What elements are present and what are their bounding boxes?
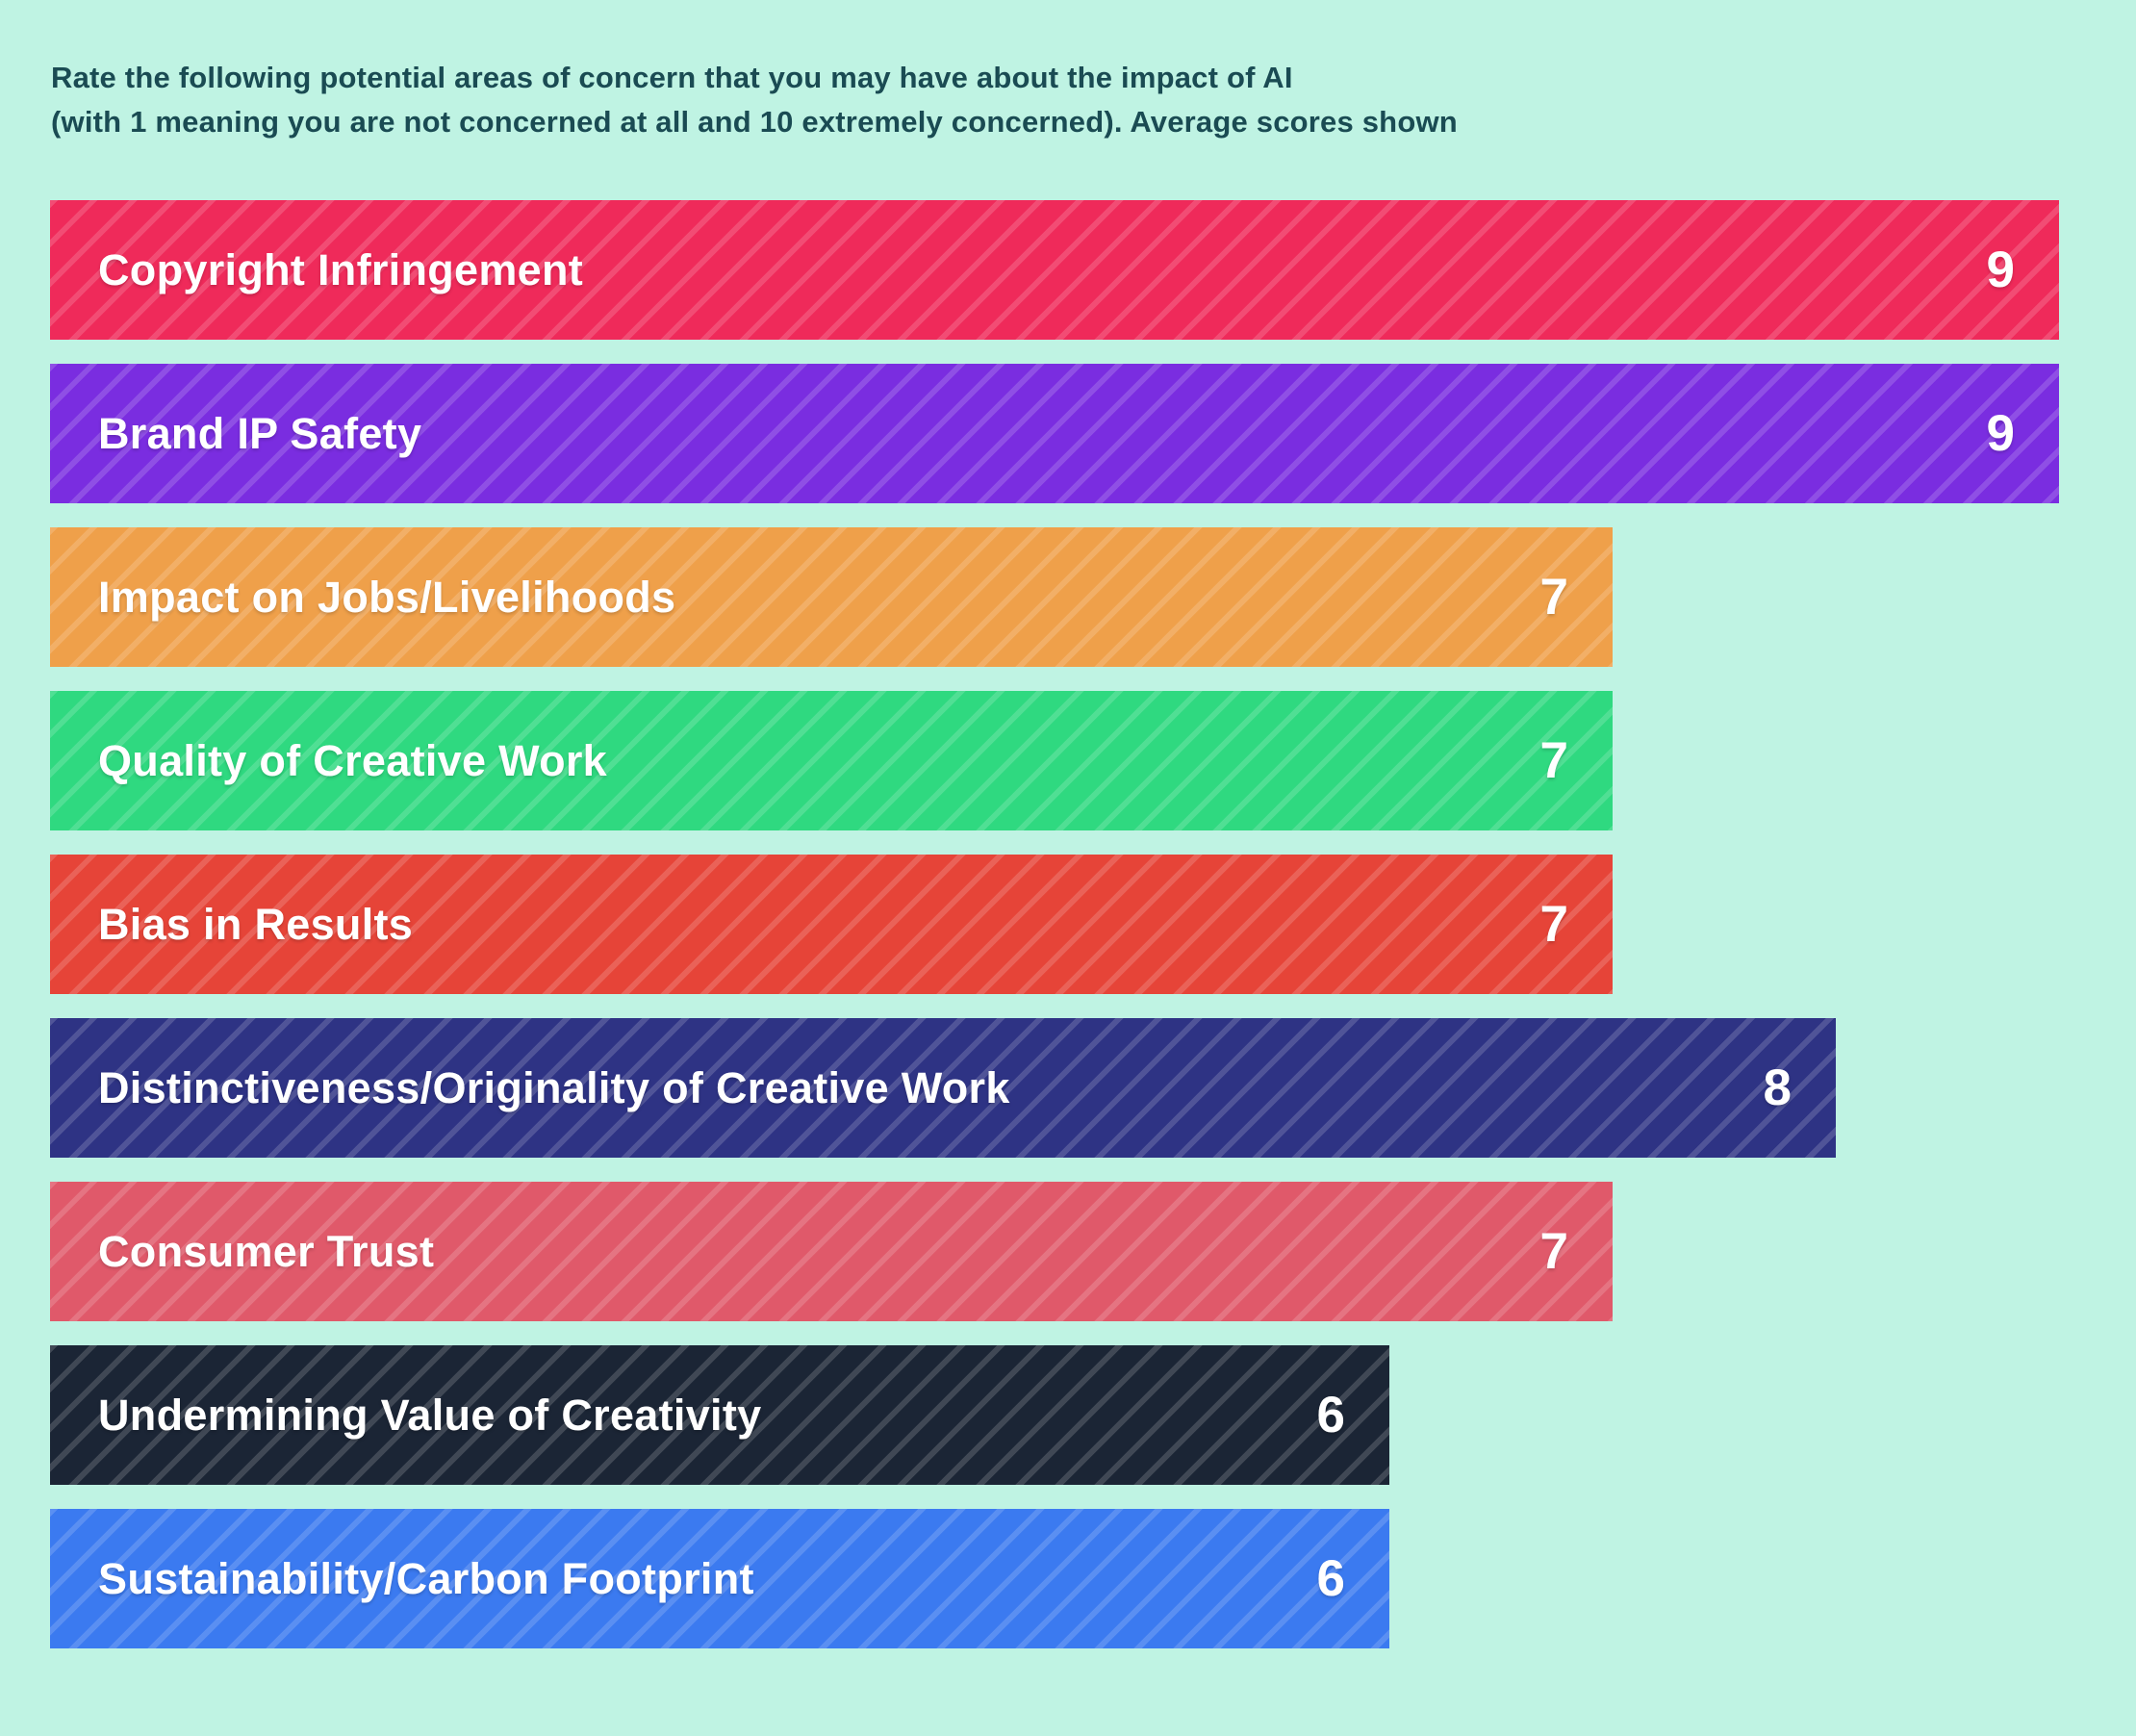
bar-value: 9 xyxy=(1986,405,2015,462)
bar-label: Undermining Value of Creativity xyxy=(98,1390,762,1440)
bar-row: Brand IP Safety 9 xyxy=(50,364,2059,503)
bar-value: 7 xyxy=(1539,732,1568,789)
bar-value: 6 xyxy=(1316,1550,1345,1607)
bar-row: Quality of Creative Work 7 xyxy=(50,691,1613,830)
chart-title-line1: Rate the following potential areas of co… xyxy=(51,61,1293,94)
bar-value: 8 xyxy=(1763,1059,1792,1116)
bar-row: Copyright Infringement 9 xyxy=(50,200,2059,340)
bar-label: Quality of Creative Work xyxy=(98,735,608,785)
bar-value: 7 xyxy=(1539,1223,1568,1280)
bar-chart: Copyright Infringement 9 Brand IP Safety 9 I… xyxy=(50,200,2059,1672)
bar-label: Bias in Results xyxy=(98,899,414,949)
bar-value: 7 xyxy=(1539,569,1568,625)
bar-row: Consumer Trust 7 xyxy=(50,1182,1613,1321)
chart-title: Rate the following potential areas of co… xyxy=(51,56,1458,144)
bar-row: Bias in Results 7 xyxy=(50,855,1613,994)
bar-label: Consumer Trust xyxy=(98,1226,435,1276)
chart-title-line2: (with 1 meaning you are not concerned at… xyxy=(51,105,1458,139)
bar-value: 6 xyxy=(1316,1387,1345,1443)
bar-label: Impact on Jobs/Livelihoods xyxy=(98,572,676,622)
bar-row: Sustainability/Carbon Footprint 6 xyxy=(50,1509,1389,1648)
bar-row: Undermining Value of Creativity 6 xyxy=(50,1345,1389,1485)
bar-label: Sustainability/Carbon Footprint xyxy=(98,1553,754,1603)
bar-label: Distinctiveness/Originality of Creative … xyxy=(98,1062,1010,1112)
bar-value: 7 xyxy=(1539,896,1568,953)
bar-label: Brand IP Safety xyxy=(98,408,422,458)
bar-value: 9 xyxy=(1986,242,2015,298)
bar-row: Impact on Jobs/Livelihoods 7 xyxy=(50,527,1613,667)
bar-row: Distinctiveness/Originality of Creative … xyxy=(50,1018,1836,1158)
bar-label: Copyright Infringement xyxy=(98,244,584,294)
